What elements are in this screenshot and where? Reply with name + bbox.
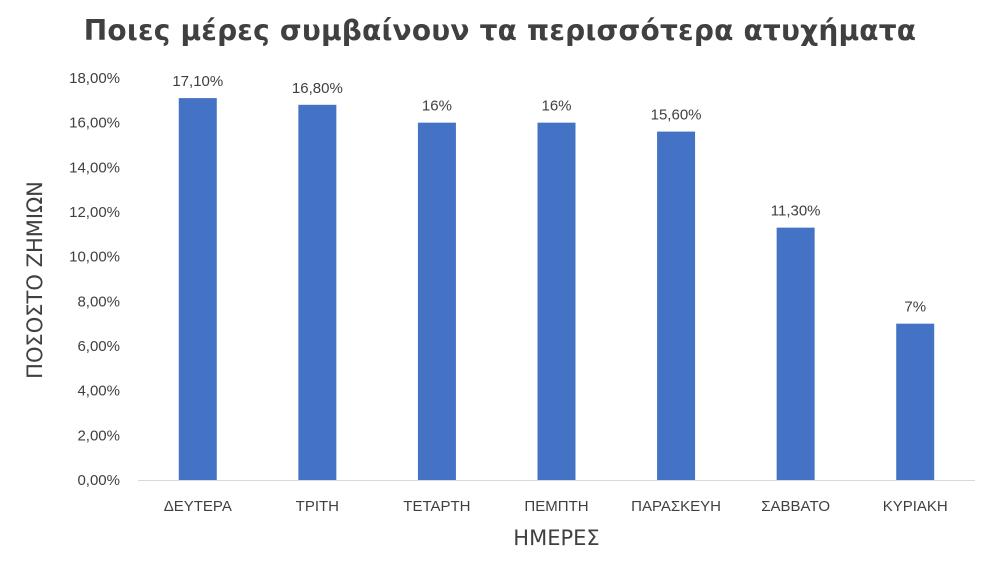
- bar-data-label: 7%: [904, 299, 926, 316]
- y-tick-label: 8,00%: [77, 293, 120, 310]
- y-tick-label: 2,00%: [77, 427, 120, 444]
- bar-data-label: 16%: [541, 98, 571, 115]
- x-tick-label: ΚΥΡΙΑΚΗ: [883, 498, 948, 515]
- data-labels: 17,10% 16,80% 16% 16% 15,60% 11,30% 7%: [172, 73, 926, 316]
- bar: [657, 131, 696, 480]
- x-tick-label: ΤΡΙΤΗ: [296, 498, 339, 515]
- y-tick-label: 12,00%: [69, 204, 120, 221]
- bar: [178, 98, 217, 480]
- bar-data-label: 11,30%: [771, 203, 821, 220]
- x-axis-title: ΗΜΕΡΕΣ: [513, 526, 599, 550]
- bars: [178, 98, 935, 481]
- y-tick-label: 14,00%: [69, 159, 120, 176]
- bar-data-label: 16%: [422, 98, 452, 115]
- x-tick-label: ΠΕΜΠΤΗ: [524, 498, 588, 515]
- x-tick-label: ΣΑΒΒΑΤΟ: [761, 498, 830, 515]
- bar: [776, 227, 815, 480]
- y-tick-label: 18,00%: [69, 70, 120, 87]
- bar-data-label: 15,60%: [651, 107, 702, 124]
- y-axis-title: ΠΟΣΟΣΤΟ ΖΗΜΙΩΝ: [23, 181, 47, 379]
- chart-title: Ποιες μέρες συμβαίνουν τα περισσότερα ατ…: [83, 14, 917, 47]
- bar: [896, 323, 935, 480]
- y-tick-label: 10,00%: [69, 249, 120, 266]
- bar-data-label: 17,10%: [172, 73, 223, 90]
- x-axis-labels: ΔΕΥΤΕΡΑ ΤΡΙΤΗ ΤΕΤΑΡΤΗ ΠΕΜΠΤΗ ΠΑΡΑΣΚΕΥΗ ΣΑΒΒΑΤ…: [164, 498, 948, 515]
- y-tick-label: 6,00%: [77, 338, 120, 355]
- y-tick-label: 0,00%: [77, 472, 120, 489]
- y-tick-label: 4,00%: [77, 383, 120, 400]
- bar: [537, 122, 576, 481]
- y-tick-label: 16,00%: [69, 115, 120, 132]
- x-tick-label: ΔΕΥΤΕΡΑ: [164, 498, 232, 515]
- bar: [298, 104, 337, 481]
- x-tick-label: ΤΕΤΑΡΤΗ: [403, 498, 470, 515]
- x-tick-label: ΠΑΡΑΣΚΕΥΗ: [631, 498, 721, 515]
- y-axis-ticks: 0,00% 2,00% 4,00% 6,00% 8,00% 10,00% 12,00% 14,…: [69, 70, 120, 489]
- bar-data-label: 16,80%: [292, 80, 343, 97]
- bar: [417, 122, 456, 481]
